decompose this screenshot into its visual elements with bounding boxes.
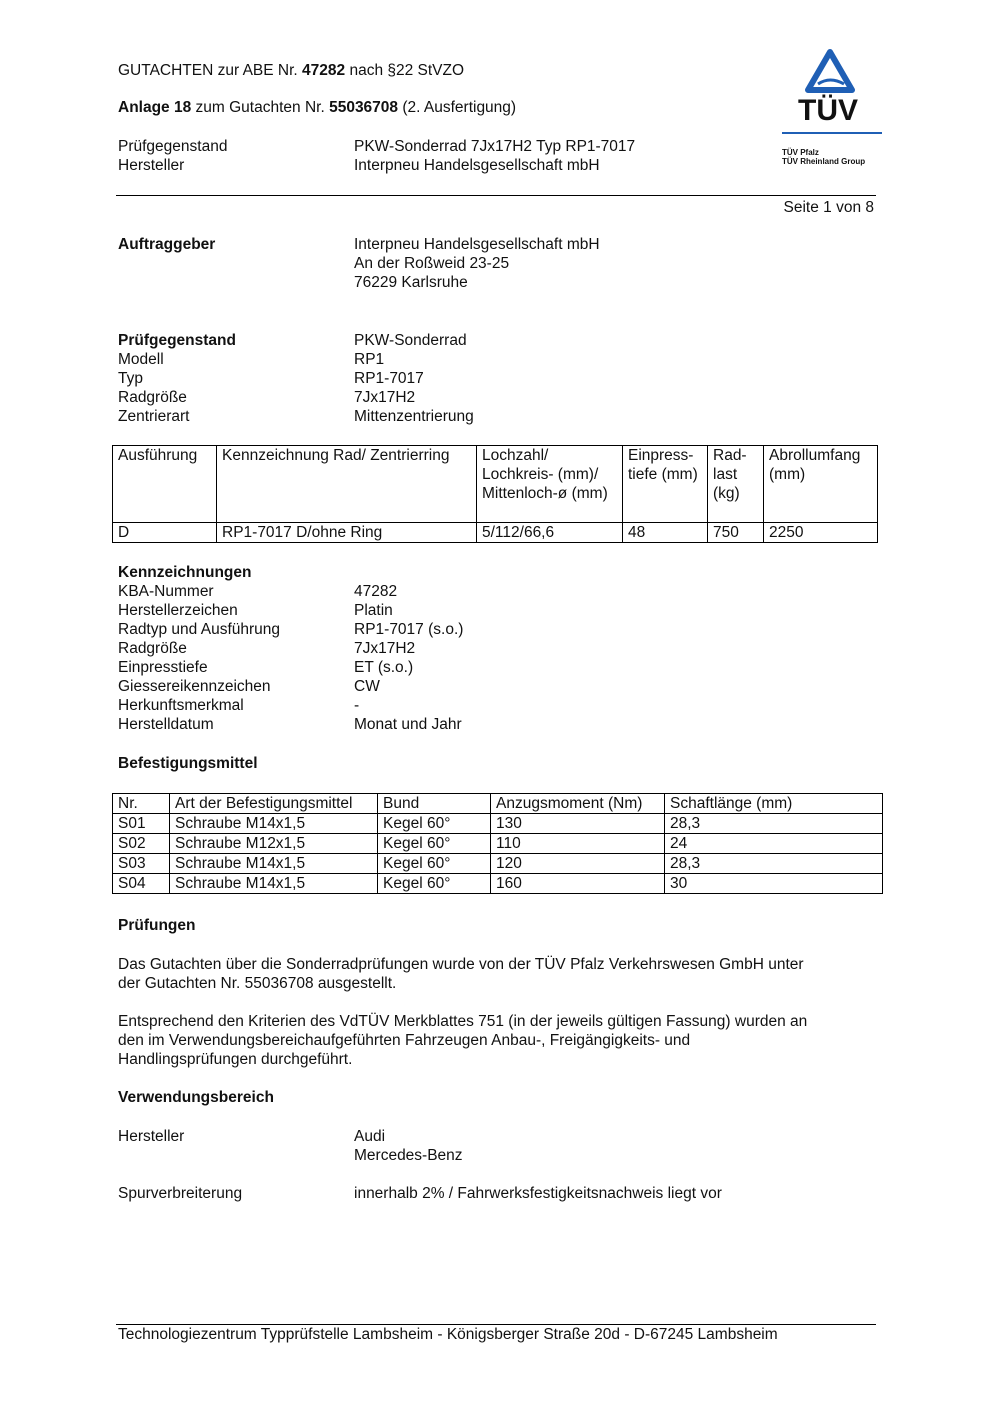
logo-sub1: TÜV Pfalz bbox=[782, 148, 819, 157]
cell: 160 bbox=[490, 873, 665, 894]
cell: D bbox=[112, 522, 217, 543]
cell: Kegel 60° bbox=[377, 833, 491, 854]
auftraggeber-label: Auftraggeber bbox=[118, 236, 216, 253]
cell: S03 bbox=[112, 853, 170, 874]
spur-label: Spurverbreiterung bbox=[118, 1185, 243, 1202]
footer: Technologiezentrum Typprüfstelle Lambshe… bbox=[118, 1326, 778, 1343]
cell: 120 bbox=[490, 853, 665, 874]
header-cell: Anzugsmoment (Nm) bbox=[490, 793, 665, 814]
cell: Kegel 60° bbox=[377, 853, 491, 874]
table-row: S01 Schraube M14x1,5 Kegel 60° 130 28,3 bbox=[112, 813, 883, 834]
cell: 5/112/66,6 bbox=[476, 522, 623, 543]
kennz-values: 47282 Platin RP1-7017 (s.o.) 7Jx17H2 ET (s.o… bbox=[354, 583, 464, 733]
header-cell: Lochzahl/ Lochkreis- (mm)/ Mittenloch-ø … bbox=[476, 445, 623, 523]
befest-title: Befestigungsmittel bbox=[118, 755, 258, 772]
cell: S04 bbox=[112, 873, 170, 894]
kennz-labels: Kennzeichnungen KBA-Nummer Herstellerzeic… bbox=[118, 564, 281, 733]
logo-sub2: TÜV Rheinland Group bbox=[782, 157, 866, 166]
header-cell: Nr. bbox=[112, 793, 170, 814]
fastener-table: Nr. Art der Befestigungsmittel Bund Anzu… bbox=[112, 793, 883, 894]
tuev-triangle-icon bbox=[782, 49, 882, 134]
cell: 750 bbox=[707, 522, 764, 543]
cell: Kegel 60° bbox=[377, 813, 491, 834]
hersteller-label: Hersteller bbox=[118, 1128, 185, 1145]
pruef-labels: Prüfgegenstand Modell Typ Radgröße Zentriera… bbox=[118, 332, 236, 425]
header-cell: Bund bbox=[377, 793, 491, 814]
cell: S01 bbox=[112, 813, 170, 834]
wheel-table: Ausführung Kennzeichnung Rad/ Zentrierri… bbox=[112, 445, 878, 543]
pruefungen-title: Prüfungen bbox=[118, 917, 196, 934]
cell: 110 bbox=[490, 833, 665, 854]
cell: 130 bbox=[490, 813, 665, 834]
cell: 24 bbox=[664, 833, 883, 854]
header-cell: Kennzeichnung Rad/ Zentrierring bbox=[216, 445, 477, 523]
auftraggeber-address: Interpneu Handelsgesellschaft mbH An der … bbox=[354, 236, 600, 291]
table-row: S04 Schraube M14x1,5 Kegel 60° 160 30 bbox=[112, 873, 883, 894]
logo-text: TÜV bbox=[798, 94, 858, 127]
pruefungen-paragraph-1: Das Gutachten über die Sonderradprüfunge… bbox=[118, 956, 804, 992]
header-line-1: GUTACHTEN zur ABE Nr. 47282 nach §22 StV… bbox=[118, 62, 465, 79]
cell: 28,3 bbox=[664, 813, 883, 834]
cell: Schraube M14x1,5 bbox=[169, 813, 378, 834]
page-number: Seite 1 von 8 bbox=[783, 199, 874, 216]
header-cell: Rad-last (kg) bbox=[707, 445, 764, 523]
cell: RP1-7017 D/ohne Ring bbox=[216, 522, 477, 543]
cell: Schraube M14x1,5 bbox=[169, 853, 378, 874]
header-cell: Einpress-tiefe (mm) bbox=[622, 445, 708, 523]
cell: S02 bbox=[112, 833, 170, 854]
header-cell: Abrollumfang (mm) bbox=[763, 445, 878, 523]
table-row: D RP1-7017 D/ohne Ring 5/112/66,6 48 750… bbox=[112, 522, 878, 543]
cell: Schraube M12x1,5 bbox=[169, 833, 378, 854]
spur-value: innerhalb 2% / Fahrwerksfestigkeitsnachw… bbox=[354, 1185, 722, 1202]
cell: 2250 bbox=[763, 522, 878, 543]
header-value: PKW-Sonderrad 7Jx17H2 Typ RP1-7017 bbox=[354, 138, 636, 155]
header-cell: Schaftlänge (mm) bbox=[664, 793, 883, 814]
tuev-logo: TÜV TÜV Pfalz TÜV Rheinland Group bbox=[760, 48, 900, 178]
header-value: Interpneu Handelsgesellschaft mbH bbox=[354, 157, 600, 174]
cell: 30 bbox=[664, 873, 883, 894]
pruef-values: PKW-Sonderrad RP1 RP1-7017 7Jx17H2 Mittenzen… bbox=[354, 332, 474, 425]
header-cell: Ausführung bbox=[112, 445, 217, 523]
footer-divider bbox=[116, 1324, 876, 1325]
header-cell: Art der Befestigungsmittel bbox=[169, 793, 378, 814]
header-divider bbox=[116, 195, 876, 196]
cell: 28,3 bbox=[664, 853, 883, 874]
header-label: Hersteller bbox=[118, 157, 185, 174]
pruefungen-paragraph-2: Entsprechend den Kriterien des VdTÜV Mer… bbox=[118, 1013, 808, 1068]
hersteller-list: Audi Mercedes-Benz bbox=[354, 1128, 463, 1164]
cell: Schraube M14x1,5 bbox=[169, 873, 378, 894]
cell: 48 bbox=[622, 522, 708, 543]
verwendung-title: Verwendungsbereich bbox=[118, 1089, 274, 1106]
table-row: S02 Schraube M12x1,5 Kegel 60° 110 24 bbox=[112, 833, 883, 854]
header-label: Prüfgegenstand bbox=[118, 138, 228, 155]
header-line-2: Anlage 18 zum Gutachten Nr. 55036708 (2.… bbox=[118, 99, 517, 116]
table-row: S03 Schraube M14x1,5 Kegel 60° 120 28,3 bbox=[112, 853, 883, 874]
cell: Kegel 60° bbox=[377, 873, 491, 894]
table-header-row: Nr. Art der Befestigungsmittel Bund Anzu… bbox=[112, 793, 883, 814]
table-header-row: Ausführung Kennzeichnung Rad/ Zentrierri… bbox=[112, 445, 878, 523]
